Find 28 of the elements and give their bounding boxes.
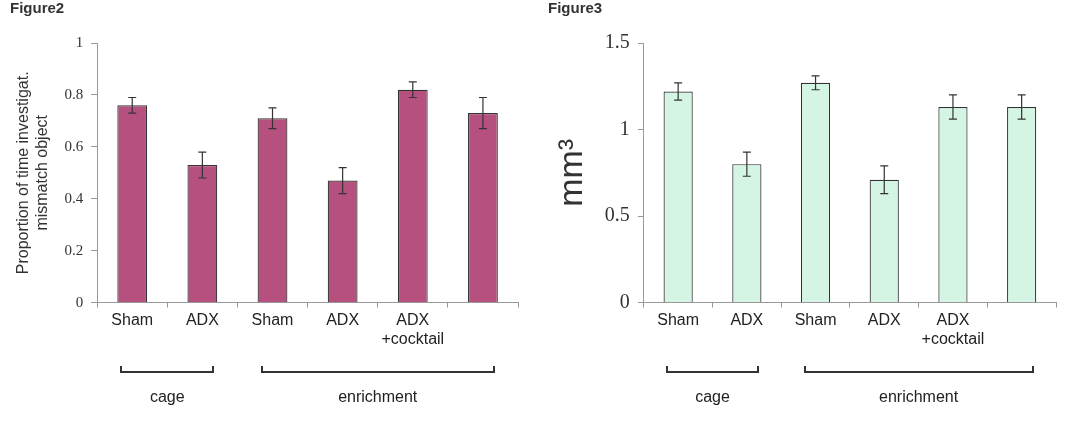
x-tick-label: ADX: [730, 310, 764, 328]
text: cage: [149, 388, 185, 406]
y-tick-label: 1: [75, 33, 84, 50]
chart-title: Figure3: [548, 0, 603, 17]
x-tick-label: Sham: [794, 310, 837, 328]
x-tick-label: ADX: [185, 310, 220, 328]
x-tick-label: ADX: [867, 310, 902, 328]
y-tick-label: 0.6: [64, 137, 84, 154]
x-tick-label: ADX: [326, 310, 360, 328]
chart-title: Figure2: [10, 0, 65, 17]
y-axis-title: mm³: [550, 138, 589, 207]
y-tick-label: 0.2: [64, 241, 84, 258]
x-tick-label: Sham: [251, 310, 294, 328]
text: enrichment: [879, 388, 959, 406]
text: cage: [695, 388, 730, 406]
y-tick-label: 1.5: [604, 30, 630, 53]
x-tick-label: Sham: [111, 310, 154, 328]
y-tick-label: 0: [619, 289, 630, 312]
x-tick-label: ADX +cocktail: [381, 310, 445, 347]
y-tick-label: 1: [619, 116, 630, 139]
y-tick-label: 0.4: [64, 189, 84, 206]
x-tick-label: ADX +cocktail: [921, 310, 985, 347]
y-axis-title: Proportion of time investigat. mismatch object: [14, 71, 51, 275]
y-tick-label: 0: [75, 293, 84, 310]
y-tick-label: 0.8: [64, 85, 84, 102]
y-tick-label: 0.5: [604, 203, 630, 226]
text: enrichment: [338, 388, 418, 406]
x-tick-label: Sham: [657, 310, 700, 328]
